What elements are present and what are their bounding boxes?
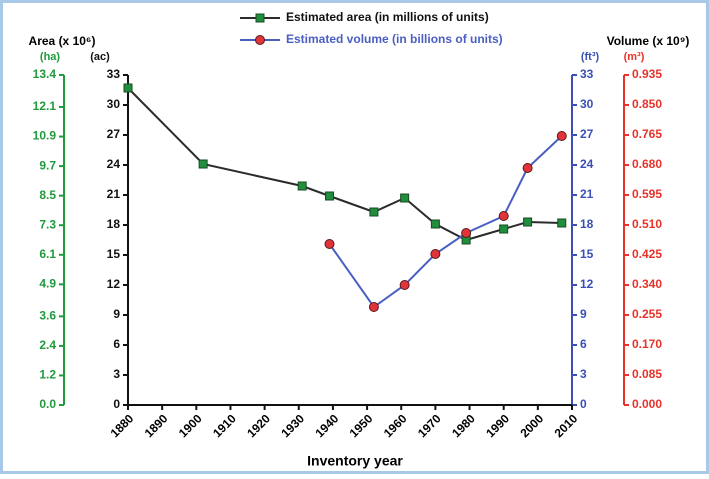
y-tick-label: 6 (113, 337, 120, 351)
marker (498, 211, 509, 221)
marker (557, 218, 567, 228)
y-tick-label: 18 (580, 217, 594, 231)
y-unit-label: (ac) (90, 51, 110, 63)
y-tick-label: 0.255 (632, 307, 662, 321)
legend-marker (255, 35, 265, 45)
marker (325, 191, 335, 201)
marker (368, 302, 379, 312)
y-unit-label: (ha) (40, 51, 61, 63)
y-tick-label: 0.085 (632, 367, 662, 381)
y-tick-label: 24 (107, 157, 121, 171)
marker (430, 249, 441, 259)
marker (523, 217, 533, 227)
y-tick-label: 4.9 (39, 277, 56, 291)
marker (461, 228, 472, 238)
y-tick-label: 30 (580, 97, 594, 111)
y-tick-label: 8.5 (39, 188, 56, 202)
marker (499, 224, 509, 234)
y-tick-label: 0.765 (632, 127, 662, 141)
y-tick-label: 27 (107, 127, 121, 141)
y-tick-label: 15 (580, 247, 594, 261)
y-tick-label: 6.1 (39, 247, 56, 261)
y-title: Area (x 10⁶) (29, 34, 96, 48)
y-tick-label: 2.4 (39, 338, 56, 352)
y-tick-label: 27 (580, 127, 594, 141)
y-tick-label: 0.510 (632, 217, 662, 231)
y-tick-label: 0.680 (632, 157, 662, 171)
marker (556, 131, 567, 141)
y-tick-label: 18 (107, 217, 121, 231)
y-tick-label: 0.425 (632, 247, 662, 261)
y-tick-label: 7.3 (39, 217, 56, 231)
marker (297, 181, 307, 191)
y-tick-label: 21 (107, 187, 121, 201)
marker (123, 83, 133, 93)
y-tick-label: 0.850 (632, 97, 662, 111)
marker (369, 207, 379, 217)
y-tick-label: 3 (580, 367, 587, 381)
y-tick-label: 33 (107, 67, 121, 81)
marker (324, 239, 335, 249)
y-tick-label: 33 (580, 67, 594, 81)
y-tick-label: 10.9 (33, 129, 57, 143)
x-title: Inventory year (307, 453, 403, 469)
y-tick-label: 0 (580, 397, 587, 411)
marker (430, 219, 440, 229)
y-tick-label: 21 (580, 187, 594, 201)
y-tick-label: 0.340 (632, 277, 662, 291)
y-tick-label: 9 (113, 307, 120, 321)
y-tick-label: 6 (580, 337, 587, 351)
y2-title: Volume (x 10⁹) (607, 34, 690, 48)
y-tick-label: 24 (580, 157, 594, 171)
y-tick-label: 3 (113, 367, 120, 381)
y-tick-label: 12.1 (33, 99, 57, 113)
y-tick-label: 30 (107, 97, 121, 111)
legend-marker (255, 13, 265, 23)
y-unit-label: (ft³) (581, 51, 600, 63)
y-tick-label: 0.935 (632, 67, 662, 81)
y-tick-label: 15 (107, 247, 121, 261)
marker (522, 163, 533, 173)
y-tick-label: 12 (107, 277, 121, 291)
y-tick-label: 0.000 (632, 397, 662, 411)
y-tick-label: 9 (580, 307, 587, 321)
y-tick-label: 9.7 (39, 158, 56, 172)
marker (400, 193, 410, 203)
marker (399, 280, 410, 290)
y-unit-label: (m³) (624, 51, 645, 63)
legend-label: Estimated volume (in billions of units) (286, 32, 503, 46)
marker (198, 159, 208, 169)
y-tick-label: 0.170 (632, 337, 662, 351)
y-tick-label: 0 (113, 397, 120, 411)
legend-label: Estimated area (in millions of units) (286, 10, 489, 24)
y-tick-label: 0.0 (39, 397, 56, 411)
series-line (328, 135, 563, 309)
y-tick-label: 3.6 (39, 309, 56, 323)
y-tick-label: 0.595 (632, 187, 662, 201)
y-tick-label: 12 (580, 277, 594, 291)
y-tick-label: 13.4 (33, 67, 57, 81)
y-tick-label: 1.2 (39, 368, 56, 382)
